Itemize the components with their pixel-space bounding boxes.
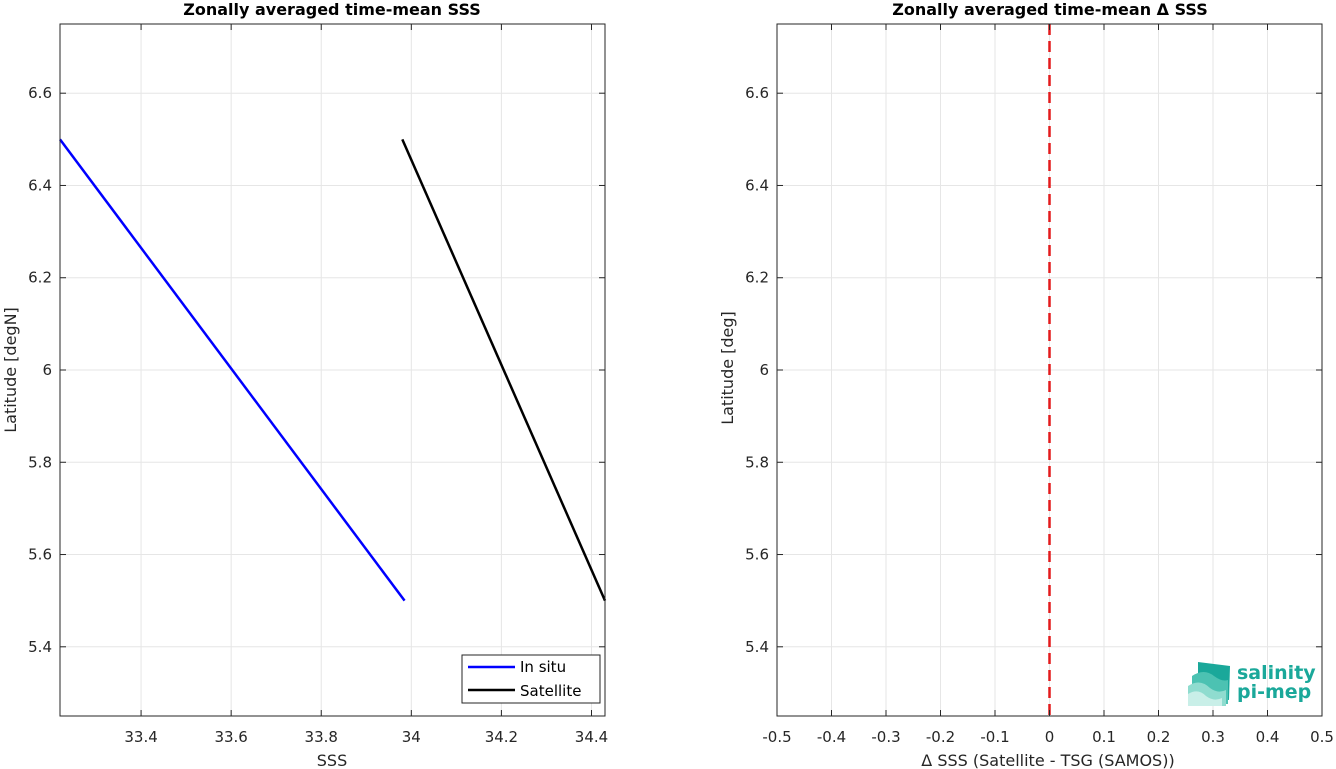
- left-xtick-label: 33.4: [124, 728, 157, 746]
- left-title: Zonally averaged time-mean SSS: [183, 0, 481, 19]
- left-ytick-label: 5.6: [28, 546, 52, 564]
- right-ytick-label: 6: [759, 361, 769, 379]
- right-xtick-label: -0.4: [817, 728, 846, 746]
- right-xtick-label: 0.2: [1147, 728, 1171, 746]
- right-xtick-label: 0.1: [1092, 728, 1116, 746]
- left-ytick-label: 6.4: [28, 176, 52, 194]
- left-series: [58, 138, 607, 602]
- right-ytick-label: 6.2: [745, 269, 769, 287]
- right-title: Zonally averaged time-mean Δ SSS: [892, 0, 1208, 19]
- right-xtick-label: 0.5: [1310, 728, 1334, 746]
- left-ytick-label: 5.8: [28, 453, 52, 471]
- right-xlabel: Δ SSS (Satellite - TSG (SAMOS)): [921, 751, 1174, 769]
- right-xtick-label: -0.2: [926, 728, 955, 746]
- left-xlabel: SSS: [317, 751, 347, 769]
- series-line-satellite: [401, 138, 607, 602]
- logo-line1: salinity: [1237, 662, 1316, 684]
- wave-logo-icon: [1188, 662, 1230, 706]
- left-ytick-label: 6: [42, 361, 52, 379]
- legend: In situ Satellite: [461, 654, 601, 704]
- right-xtick-label: -0.5: [762, 728, 791, 746]
- right-xtick-label: -0.1: [980, 728, 1009, 746]
- left-ticks: 33.4 33.6 33.8 34 34.2 34.4 5.4 5.6 5.8 6 6.2 6.4 6.…: [28, 24, 608, 746]
- left-ylabel: Latitude [degN]: [1, 307, 20, 433]
- left-ytick-label: 6.6: [28, 84, 52, 102]
- right-ytick-label: 5.4: [745, 638, 769, 656]
- right-ytick-label: 6.4: [745, 176, 769, 194]
- right-ylabel: Latitude [deg]: [718, 311, 737, 425]
- legend-label-in-situ: In situ: [520, 658, 566, 676]
- legend-box: [461, 654, 601, 704]
- right-ytick-label: 6.6: [745, 84, 769, 102]
- left-xtick-label: 34.4: [575, 728, 608, 746]
- series-line-in-situ: [58, 138, 406, 602]
- right-xtick-label: -0.3: [871, 728, 900, 746]
- left-xtick-label: 33.6: [214, 728, 247, 746]
- right-xtick-label: 0.3: [1201, 728, 1225, 746]
- left-xtick-label: 34: [402, 728, 421, 746]
- left-ytick-label: 6.2: [28, 269, 52, 287]
- legend-label-satellite: Satellite: [520, 682, 581, 700]
- right-ytick-label: 5.6: [745, 546, 769, 564]
- right-panel: -0.5 -0.4 -0.3 -0.2 -0.1 0 0.1 0.2 0.3 0.4 0.5 5.4 5…: [718, 0, 1334, 769]
- right-ticks: -0.5 -0.4 -0.3 -0.2 -0.1 0 0.1 0.2 0.3 0.4 0.5 5.4 5…: [745, 24, 1334, 746]
- salinity-pi-mep-logo: salinity pi-mep: [1188, 662, 1316, 706]
- left-xtick-label: 33.8: [305, 728, 338, 746]
- left-panel: 33.4 33.6 33.8 34 34.2 34.4 5.4 5.6 5.8 6 6.2 6.4 6.…: [1, 0, 608, 769]
- right-ytick-label: 5.8: [745, 453, 769, 471]
- right-xtick-label: 0: [1045, 728, 1055, 746]
- left-ytick-label: 5.4: [28, 638, 52, 656]
- logo-line2: pi-mep: [1237, 681, 1311, 703]
- left-xtick-label: 34.2: [485, 728, 518, 746]
- right-xtick-label: 0.4: [1256, 728, 1280, 746]
